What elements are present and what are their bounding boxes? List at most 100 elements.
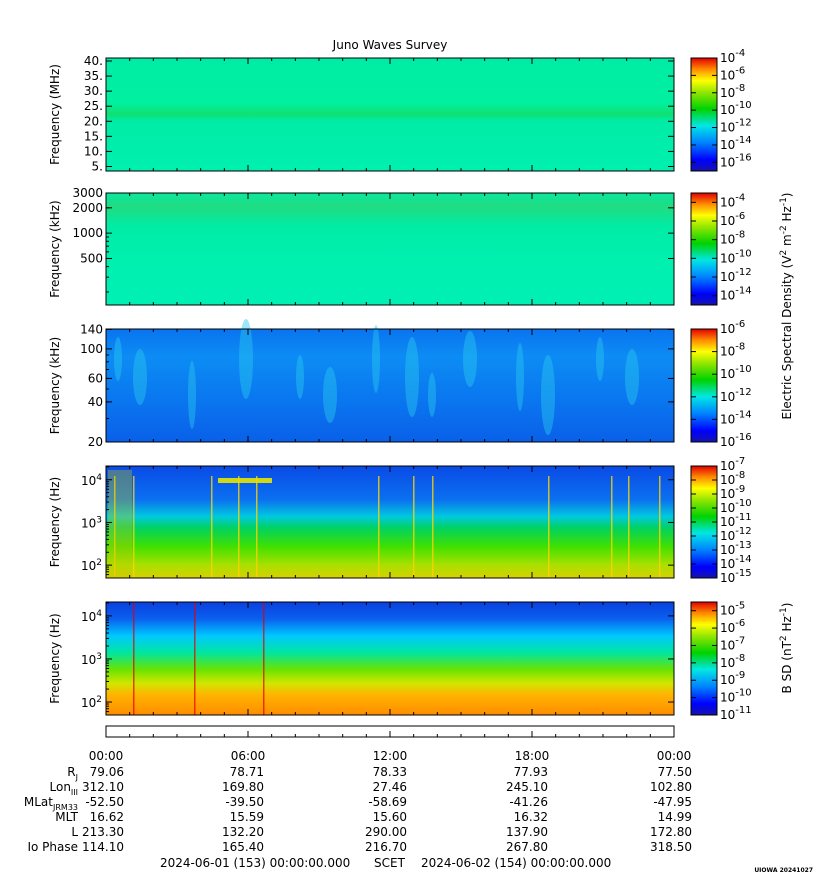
emission-feature xyxy=(323,367,337,423)
y-tick-label: 35. xyxy=(84,69,103,83)
ephemeris-value: 114.10 xyxy=(82,840,124,854)
colorbar-labels: Electric Spectral Density (V2 m-2 Hz-1) B… xyxy=(779,192,794,693)
burst-line xyxy=(378,476,380,578)
y-tick-label: 1000 xyxy=(72,226,103,240)
colorbar-tick-label: 10-11 xyxy=(720,512,752,529)
y-tick-label: 40. xyxy=(84,54,103,68)
panel-5: 104 103 102 Frequency (Hz) 10-510-610-710-8 1… xyxy=(48,601,752,722)
burst-line xyxy=(659,476,661,578)
y-tick-label: 102 xyxy=(81,695,102,710)
y-tick-label: 103 xyxy=(81,652,102,667)
y-tick-label: 104 xyxy=(81,473,102,488)
ephemeris-row-label: RJ xyxy=(67,765,78,782)
colorbar-tick-label: 10-10 xyxy=(720,364,752,381)
emission-feature xyxy=(596,337,604,381)
credit-stamp: UIOWA 20241027 xyxy=(754,867,813,874)
colorbar-1 xyxy=(690,57,718,172)
emission-feature xyxy=(133,349,147,405)
y-tick-label: 2000 xyxy=(72,201,103,215)
burst-line xyxy=(133,476,135,578)
y-tick-label: 100 xyxy=(80,342,103,356)
ephemeris-value: 312.10 xyxy=(82,780,124,794)
spectrogram-4 xyxy=(106,466,674,578)
colorbar-tick-label: 10-5 xyxy=(720,601,745,618)
emission-feature xyxy=(463,331,477,387)
ephemeris-value: 245.10 xyxy=(506,780,548,794)
y-axis-label: Frequency (Hz) xyxy=(48,613,62,704)
chart-title: Juno Waves Survey xyxy=(332,38,448,52)
colorbar-3 xyxy=(690,328,718,443)
y-axis-label: Frequency (kHz) xyxy=(48,337,62,434)
y-tick-label: 3000 xyxy=(72,186,103,200)
colorbar-tick-label: 10-10 xyxy=(720,248,752,265)
ephemeris-value: 78.33 xyxy=(373,765,407,779)
ephemeris-value: -58.69 xyxy=(368,795,407,809)
ephemeris-row-label: MLatJRM33 xyxy=(24,795,78,812)
colorbar-tick-label: 10-10 xyxy=(720,688,752,705)
ephemeris-value: 169.80 xyxy=(222,780,264,794)
ephemeris-value: 15.59 xyxy=(230,810,264,824)
ephemeris-value: 318.50 xyxy=(650,840,692,854)
spectrogram-1 xyxy=(106,58,674,171)
burst-line xyxy=(256,476,258,578)
emission-feature xyxy=(516,343,524,411)
footer-end-time: 2024-06-02 (154) 00:00:00.000 xyxy=(421,856,611,870)
y-tick-label: 103 xyxy=(81,515,102,530)
colorbar-tick-label: 10-8 xyxy=(720,83,745,100)
burst-line xyxy=(194,602,196,715)
colorbar-tick-label: 10-14 xyxy=(720,135,752,152)
y-axis-label: Frequency (Hz) xyxy=(48,477,62,568)
y-tick-label: 5. xyxy=(92,159,103,173)
emission-feature xyxy=(296,355,304,399)
colorbar-tick-label: 10-9 xyxy=(720,484,745,501)
colorbar-tick-label: 10-8 xyxy=(720,653,745,670)
y-tick-label: 20. xyxy=(84,114,103,128)
y-tick-label: 104 xyxy=(81,609,102,624)
burst-line xyxy=(211,476,213,578)
colorbar-tick-label: 10-4 xyxy=(720,48,745,65)
ephemeris-value: 79.06 xyxy=(90,765,124,779)
y-tick-label: 140 xyxy=(80,322,103,336)
colorbar-tick-label: 10-6 xyxy=(720,319,745,336)
ephemeris-value: 78.71 xyxy=(230,765,264,779)
y-tick-label: 60 xyxy=(88,371,103,385)
emission-feature xyxy=(188,361,196,429)
colorbar-tick-label: 10-12 xyxy=(720,267,752,284)
electric-colorbar-label: Electric Spectral Density (V2 m-2 Hz-1) xyxy=(779,192,794,419)
colorbar-tick-label: 10-7 xyxy=(720,635,745,652)
burst-line xyxy=(133,602,135,715)
emission-band xyxy=(108,470,132,578)
emission-feature xyxy=(405,337,419,417)
ephemeris-value: 14.99 xyxy=(658,810,692,824)
spectrogram-2 xyxy=(106,193,674,305)
colorbar-tick-label: 10-8 xyxy=(720,230,745,247)
magnetic-colorbar-label: B SD (nT2 Hz-1) xyxy=(779,603,794,694)
ephemeris-table: RJ 79.06 78.71 78.33 77.93 77.50 LonIII 312.10 1… xyxy=(24,765,692,854)
ephemeris-value: 213.30 xyxy=(82,825,124,839)
colorbar-tick-label: 10-10 xyxy=(720,498,752,515)
time-axis: 00:00 06:00 12:00 18:00 00:00 xyxy=(89,725,691,763)
ephemeris-row-label: LonIII xyxy=(50,780,79,797)
spectrogram-panels: 5.10.15.20.25.30.35.40. Frequency (MHz) 10… xyxy=(48,48,752,722)
ephemeris-value: -41.26 xyxy=(509,795,548,809)
emission-feature xyxy=(428,373,436,417)
ephemeris-value: 27.46 xyxy=(373,780,407,794)
colorbar-tick-label: 10-6 xyxy=(720,211,745,228)
y-tick-label: 30. xyxy=(84,84,103,98)
colorbar-5 xyxy=(690,601,718,716)
ephemeris-value: 290.00 xyxy=(365,825,407,839)
ephemeris-value: 137.90 xyxy=(506,825,548,839)
footer: 2024-06-01 (153) 00:00:00.000 SCET 2024-… xyxy=(160,856,813,874)
ephemeris-value: 77.93 xyxy=(514,765,548,779)
colorbar-tick-label: 10-6 xyxy=(720,618,745,635)
colorbar-tick-label: 10-13 xyxy=(720,540,752,557)
colorbar-tick-label: 10-4 xyxy=(720,192,745,209)
ephemeris-row-label: Io Phase xyxy=(27,840,78,854)
burst-line xyxy=(413,476,415,578)
colorbar-tick-label: 10-6 xyxy=(720,65,745,82)
panel-1: 5.10.15.20.25.30.35.40. Frequency (MHz) 10… xyxy=(48,48,752,173)
ephemeris-value: 15.60 xyxy=(373,810,407,824)
ephemeris-value: -47.95 xyxy=(653,795,692,809)
burst-line xyxy=(238,476,240,578)
